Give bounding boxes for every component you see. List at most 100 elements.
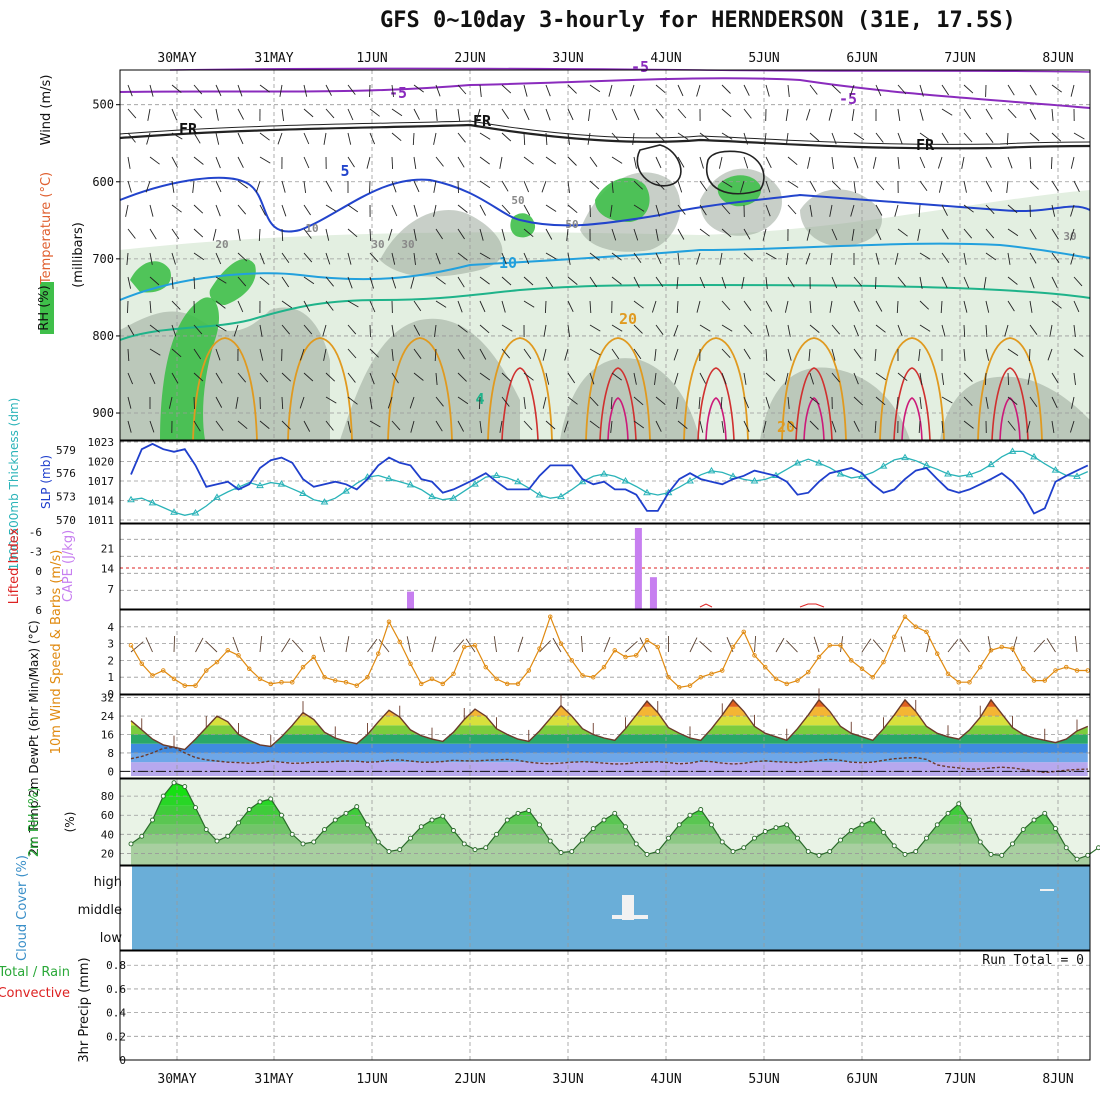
- wind10m-marker: [236, 653, 241, 658]
- wind-barb: [476, 108, 481, 121]
- thickness-marker: [901, 453, 909, 461]
- wind-barb: [655, 252, 662, 264]
- contour-label: 30: [401, 238, 414, 251]
- wind10m-marker: [1063, 664, 1069, 670]
- wind-barb: [765, 204, 771, 217]
- wind-barb: [567, 132, 570, 145]
- wind-barb: [545, 204, 557, 212]
- wind-barb: [281, 420, 291, 430]
- wind-barb: [941, 324, 946, 337]
- y-tick-label-rh: 80: [101, 790, 114, 803]
- cloud-frame: [119, 865, 1091, 951]
- wind-barb: [941, 396, 953, 404]
- wind10m-marker: [1021, 666, 1026, 672]
- wind-barb: [721, 324, 733, 332]
- freezing-level-fr-2: [119, 120, 1091, 145]
- wind-barb: [1029, 156, 1032, 170]
- rh2m-marker: [236, 820, 241, 826]
- rh2m-marker: [580, 837, 585, 843]
- wind-barb: [543, 324, 547, 337]
- wind-barb: [940, 300, 943, 314]
- contour-label: 50: [511, 194, 524, 207]
- wind10m-marker: [849, 658, 854, 663]
- rh2m-marker: [1010, 841, 1015, 847]
- wind-barb: [259, 204, 266, 216]
- wind-barb: [523, 228, 534, 238]
- thickness-marker: [750, 477, 759, 484]
- wind-barb: [127, 324, 135, 336]
- wind10m-barb: [603, 637, 611, 653]
- wind-barb: [633, 228, 639, 241]
- wind-barb: [171, 156, 178, 168]
- rh2m-marker: [193, 805, 198, 811]
- rh2m-marker: [967, 817, 972, 823]
- wind-barb: [387, 396, 393, 409]
- wind-barb: [193, 372, 204, 382]
- wind-barb: [917, 228, 921, 241]
- wind-barb: [875, 180, 885, 191]
- wind10m-marker: [870, 674, 876, 680]
- wind-barb: [874, 420, 877, 434]
- x-tick-label-bottom: 30MAY: [157, 1072, 196, 1087]
- wind-barb: [897, 276, 906, 287]
- rh2m-marker: [1053, 826, 1058, 832]
- wind-barb: [655, 84, 666, 94]
- wind-barb: [127, 420, 132, 433]
- wind-barb: [610, 420, 613, 433]
- wind-barb: [1073, 324, 1076, 337]
- rh2m-marker: [1020, 827, 1026, 833]
- rh2m-marker: [418, 824, 424, 830]
- wind-barb: [259, 276, 270, 286]
- y-tick-label-li: -3: [29, 546, 42, 559]
- cloud-high-bar: [1040, 889, 1054, 891]
- wind10m-marker: [956, 679, 962, 685]
- temp-band: [131, 752, 1088, 763]
- y-tick-label-wind: 2: [107, 654, 114, 667]
- wind-barb: [831, 156, 834, 169]
- x-tick-label-top: 30MAY: [157, 51, 196, 66]
- thickness-marker: [578, 477, 587, 485]
- y-tick-label-cloud: low: [100, 931, 123, 946]
- wind-barb: [1070, 204, 1075, 217]
- wind-barb: [323, 132, 327, 145]
- wind-barb: [677, 132, 689, 140]
- wind-barb: [809, 420, 819, 430]
- wind-barb: [589, 300, 592, 314]
- wind-barb: [501, 228, 506, 241]
- ylabel-rh2m-unit: (%): [63, 812, 77, 833]
- rh2m-marker: [246, 807, 252, 812]
- wind-barb: [391, 156, 394, 170]
- wind-barb: [809, 180, 817, 192]
- wind-barb: [919, 300, 930, 310]
- rh2m-marker: [730, 849, 736, 854]
- wind-barb: [897, 108, 901, 121]
- wind-barb: [435, 228, 443, 240]
- rh2m-marker: [150, 817, 155, 823]
- wind-barb: [963, 204, 974, 213]
- wind-barb: [809, 204, 813, 217]
- wind-barb: [545, 108, 551, 121]
- wind-barb: [721, 180, 733, 188]
- wind-barb: [829, 300, 833, 313]
- ylabel-rh: RH (%): [37, 285, 52, 330]
- wind-barb: [369, 84, 371, 98]
- wind-barb: [237, 252, 248, 262]
- wind-barb: [369, 324, 371, 338]
- temp-contour-20: [879, 337, 945, 441]
- rh-legend-swatch: [40, 282, 54, 334]
- wind10m-marker: [1031, 678, 1037, 683]
- wind-barb: [347, 132, 352, 145]
- wind-barb: [215, 252, 222, 265]
- wind-barb: [851, 108, 855, 121]
- wind-barb: [215, 396, 223, 408]
- wind-barb: [391, 420, 401, 431]
- wind-barb: [564, 348, 569, 361]
- wind-barb: [168, 396, 173, 409]
- wind10m-barb: [345, 636, 350, 653]
- wind10m-marker: [1010, 646, 1015, 651]
- y-tick-label-precip: 0.4: [106, 1007, 126, 1020]
- wind10m-marker: [225, 648, 230, 653]
- wind-barb: [609, 204, 613, 217]
- wind-barb: [853, 372, 859, 385]
- wind-barb: [127, 228, 136, 239]
